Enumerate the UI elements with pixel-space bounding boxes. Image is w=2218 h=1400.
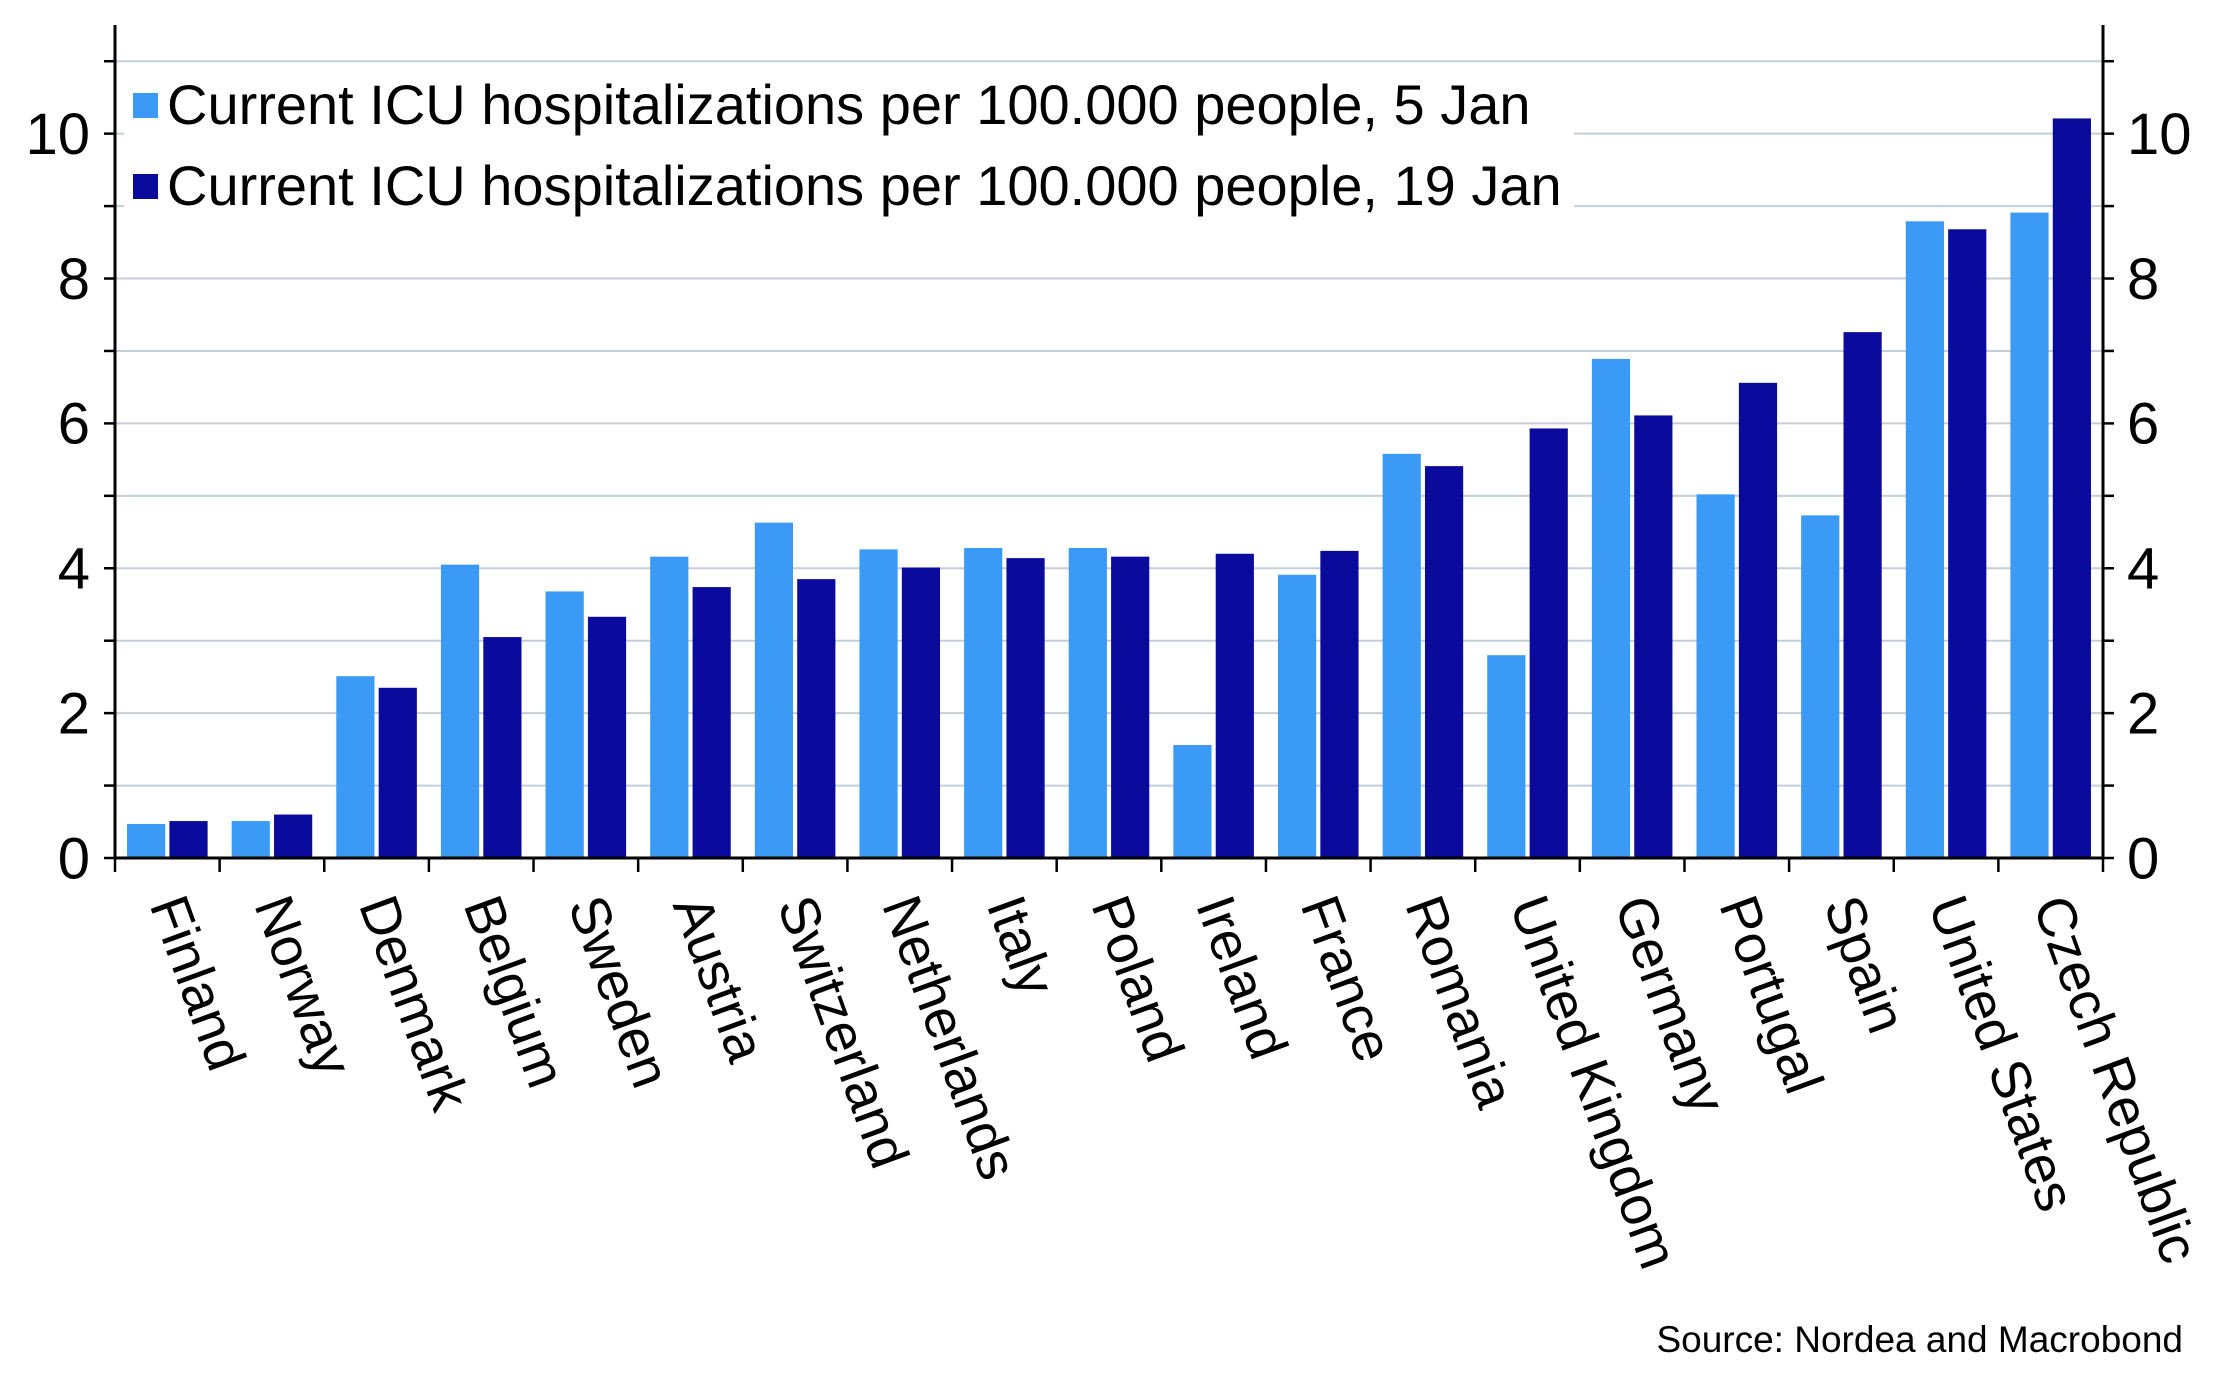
y-tick-label-left-10: 10 <box>25 102 90 167</box>
y-tick-label-left-4: 4 <box>58 537 90 602</box>
legend-label-series1: Current ICU hospitalizations per 100.000… <box>167 73 1531 136</box>
bar-series2-belgium <box>483 637 522 858</box>
bar-series2-sweden <box>587 616 627 858</box>
bar-series2-portugal <box>1738 382 1778 858</box>
source-note: Source: Nordea and Macrobond <box>1656 1319 2183 1360</box>
axes <box>113 25 2105 860</box>
legend-background <box>124 76 1574 218</box>
y-tick-label-left-8: 8 <box>58 247 90 312</box>
bar-series2-romania <box>1424 466 1464 858</box>
bar-series1-spain <box>1801 515 1840 858</box>
legend-swatch-series1 <box>133 93 158 118</box>
bar-series2-czech-republic <box>2052 118 2091 858</box>
bar-series1-italy <box>964 547 1003 858</box>
bar-series1-united-kingdom <box>1487 655 1526 858</box>
bar-series1-netherlands <box>859 549 898 858</box>
y-tick-label-right-10: 10 <box>2127 102 2192 167</box>
y-tick-labels: 0 0 2 2 4 4 6 6 8 8 10 10 <box>25 102 2191 891</box>
bar-series1-romania <box>1382 453 1421 858</box>
bar-series2-italy <box>1006 558 1045 858</box>
bar-series1-austria <box>650 556 689 858</box>
legend-swatch-series2 <box>133 174 158 199</box>
bar-series1-denmark <box>336 676 375 858</box>
y-tick-label-right-8: 8 <box>2127 247 2159 312</box>
bar-series2-denmark <box>378 687 417 858</box>
y-tick-label-left-2: 2 <box>58 681 90 746</box>
y-tick-label-left-0: 0 <box>58 826 90 891</box>
bar-series1-switzerland <box>754 522 794 858</box>
bar-series1-france <box>1277 574 1317 858</box>
legend-label-series2: Current ICU hospitalizations per 100.000… <box>167 154 1562 217</box>
bar-series1-finland <box>127 823 166 858</box>
bar-series2-finland <box>169 821 208 858</box>
bar-series2-netherlands <box>901 567 941 858</box>
bar-series2-france <box>1320 550 1359 858</box>
bar-series2-germany <box>1634 415 1673 858</box>
y-tick-label-right-6: 6 <box>2127 392 2159 457</box>
tick-marks <box>104 59 2114 872</box>
bar-series2-norway <box>274 814 313 858</box>
y-tick-label-left-6: 6 <box>58 392 90 457</box>
bar-series1-ireland <box>1173 745 1212 858</box>
bars <box>127 118 2091 859</box>
legend: Current ICU hospitalizations per 100.000… <box>124 73 1574 218</box>
bar-series1-czech-republic <box>2010 212 2049 859</box>
y-tick-label-right-0: 0 <box>2127 826 2159 891</box>
bar-series2-austria <box>692 587 731 858</box>
bar-series1-belgium <box>440 564 480 858</box>
bar-series1-poland <box>1068 547 1107 858</box>
bar-series1-sweden <box>545 591 584 858</box>
bar-series1-portugal <box>1696 494 1735 858</box>
y-tick-label-right-4: 4 <box>2127 537 2159 602</box>
bar-series2-united-states <box>1948 229 1987 858</box>
bar-series1-united-states <box>1905 221 1944 859</box>
bar-series1-germany <box>1591 358 1631 858</box>
bar-series2-switzerland <box>797 579 836 858</box>
bar-series1-norway <box>231 821 270 858</box>
bar-series2-ireland <box>1215 553 1254 858</box>
bar-series2-poland <box>1111 556 1150 858</box>
bar-series2-united-kingdom <box>1529 428 1568 858</box>
bar-series2-spain <box>1843 332 1882 858</box>
y-tick-label-right-2: 2 <box>2127 681 2159 746</box>
